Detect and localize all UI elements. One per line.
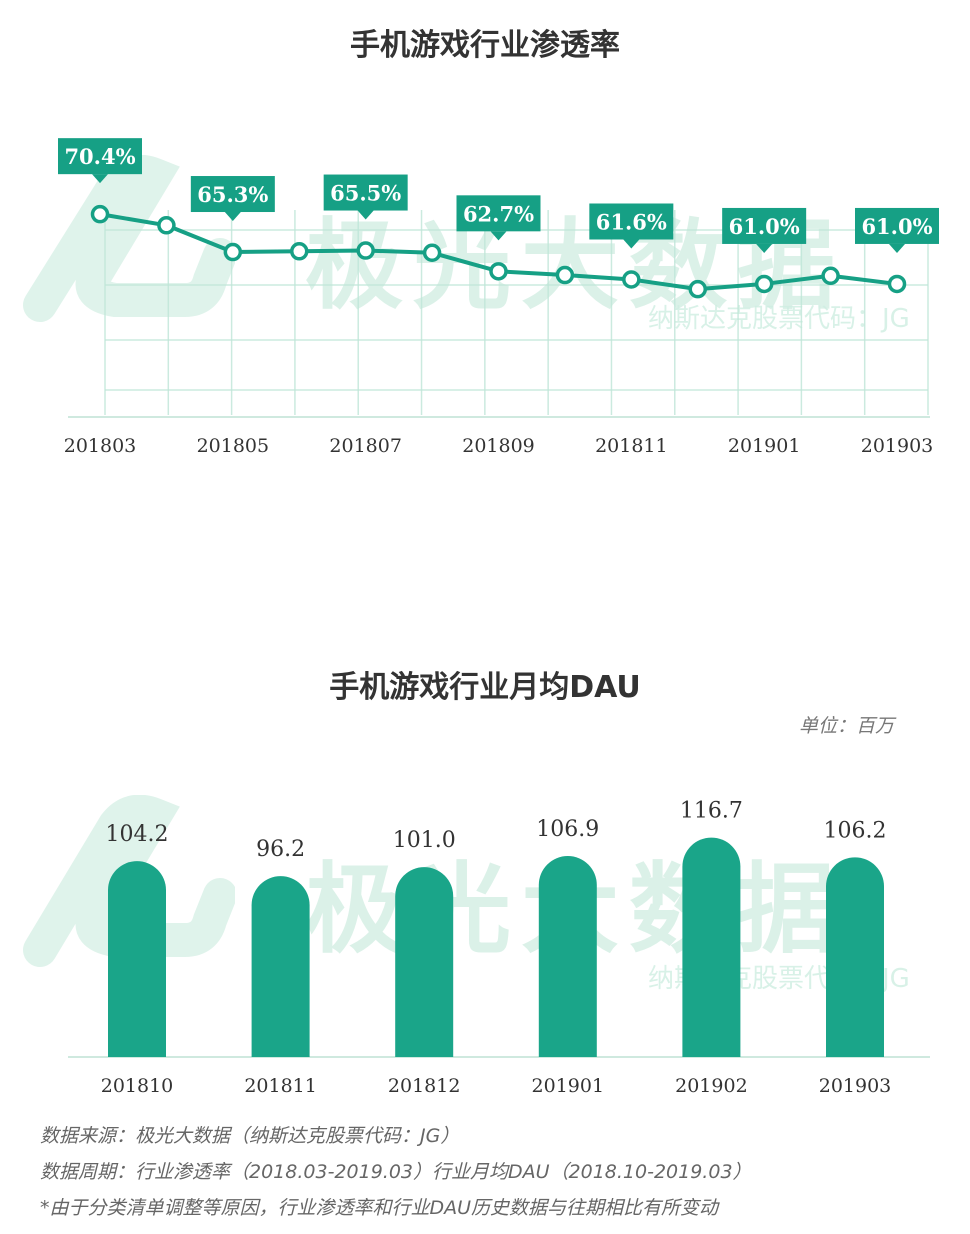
data-point xyxy=(887,274,907,294)
x-tick-label: 201805 xyxy=(197,435,270,457)
data-point xyxy=(555,265,575,285)
footnote-note: *由于分类清单调整等原因，行业渗透率和行业DAU历史数据与往期相比有所变动 xyxy=(40,1197,719,1219)
data-label-box xyxy=(58,138,142,175)
x-tick-label: 201901 xyxy=(728,435,801,457)
data-label-box xyxy=(190,176,275,213)
line-chart-title: 手机游戏行业渗透率 xyxy=(350,28,620,63)
watermark-logo-icon xyxy=(23,795,235,967)
data-label-box xyxy=(722,207,807,244)
data-point xyxy=(821,266,840,286)
footnotes: 数据来源：极光大数据（纳斯达克股票代码：JG） 数据周期：行业渗透率（2018.… xyxy=(40,1118,752,1226)
bar-value-label: 116.7 xyxy=(680,799,743,824)
data-point xyxy=(688,279,707,299)
data-point xyxy=(223,242,243,262)
bar xyxy=(108,861,166,1057)
data-label-box xyxy=(589,203,674,240)
x-tick-label: 201811 xyxy=(244,1075,317,1097)
data-label: 70.4% xyxy=(58,138,142,184)
data-label: 62.7% xyxy=(456,195,541,241)
data-label-text: 61.6% xyxy=(596,209,667,234)
data-label-text: 61.0% xyxy=(729,214,800,239)
data-label-pointer xyxy=(490,231,507,241)
bar-chart-bars xyxy=(108,837,884,1057)
bar-value-label: 96.2 xyxy=(256,837,305,862)
data-label: 65.5% xyxy=(323,174,408,220)
data-label-pointer xyxy=(357,210,374,220)
x-tick-label: 201901 xyxy=(532,1075,605,1097)
footnote-source: 数据来源：极光大数据（纳斯达克股票代码：JG） xyxy=(40,1125,460,1147)
bar-value-label: 101.0 xyxy=(393,828,456,853)
bar-value-label: 106.2 xyxy=(824,818,887,843)
bar-chart-title: 手机游戏行业月均DAU xyxy=(329,670,641,705)
data-label-box xyxy=(456,195,541,232)
x-tick-label: 201902 xyxy=(675,1075,748,1097)
data-point xyxy=(157,216,176,235)
bar xyxy=(251,876,310,1057)
data-label-text: 65.3% xyxy=(197,182,268,207)
footnote-period: 数据周期：行业渗透率（2018.03-2019.03）行业月均DAU（2018.… xyxy=(40,1161,752,1183)
data-label-pointer xyxy=(224,212,241,222)
data-label: 61.0% xyxy=(855,207,939,253)
bar xyxy=(395,867,454,1057)
line-chart-series xyxy=(90,204,907,299)
data-point xyxy=(90,204,110,224)
bar xyxy=(682,837,741,1057)
bar-chart-unit: 单位：百万 xyxy=(798,715,894,737)
x-tick-label: 201903 xyxy=(861,435,934,457)
x-tick-label: 201812 xyxy=(388,1075,461,1097)
bar xyxy=(826,857,884,1057)
x-tick-label: 201903 xyxy=(819,1075,892,1097)
x-tick-label: 201809 xyxy=(462,435,535,457)
data-point xyxy=(422,243,442,263)
data-label-pointer xyxy=(623,239,640,249)
data-point xyxy=(489,262,508,281)
data-label-text: 65.5% xyxy=(330,181,401,206)
data-label-text: 62.7% xyxy=(463,201,534,226)
data-label-text: 61.0% xyxy=(861,214,932,239)
x-tick-label: 201810 xyxy=(101,1075,174,1097)
bar-value-label: 106.9 xyxy=(536,817,599,842)
watermark-stock: 纳斯达克股票代码：JG xyxy=(648,304,910,334)
bar-chart-value-labels: 104.2 96.2 101.0 106.9 116.7 106.2 xyxy=(106,799,887,863)
bar-chart-tick-labels: 201810 201811 201812 201901 201902 201903 xyxy=(101,1075,892,1097)
data-label-box xyxy=(323,174,408,211)
data-point xyxy=(622,270,641,289)
x-tick-label: 201803 xyxy=(64,435,137,457)
x-tick-label: 201811 xyxy=(595,435,668,457)
x-tick-label: 201807 xyxy=(329,435,402,457)
bar-value-label: 104.2 xyxy=(106,822,169,847)
data-label-box xyxy=(855,207,939,244)
data-point xyxy=(754,274,774,294)
line-chart-data-labels: 70.4% 65.3% 65.5% 62.7% 61.6% 61.0% 61.0% xyxy=(58,138,939,253)
bar xyxy=(538,856,597,1057)
data-label: 61.0% xyxy=(722,207,807,253)
data-label-text: 70.4% xyxy=(64,144,135,169)
data-point xyxy=(356,241,375,260)
data-label-pointer xyxy=(92,174,108,184)
data-label-pointer xyxy=(756,243,773,253)
data-label-pointer xyxy=(889,243,905,253)
data-label: 61.6% xyxy=(589,203,674,249)
line-chart: 70.4% 65.3% 65.5% 62.7% 61.6% 61.0% 61.0% 2018… xyxy=(58,138,939,457)
data-label: 65.3% xyxy=(190,176,275,222)
line-chart-tick-labels: 201803 201805 201807 201809 201811 201901 2019… xyxy=(64,435,934,457)
data-point xyxy=(290,242,309,261)
